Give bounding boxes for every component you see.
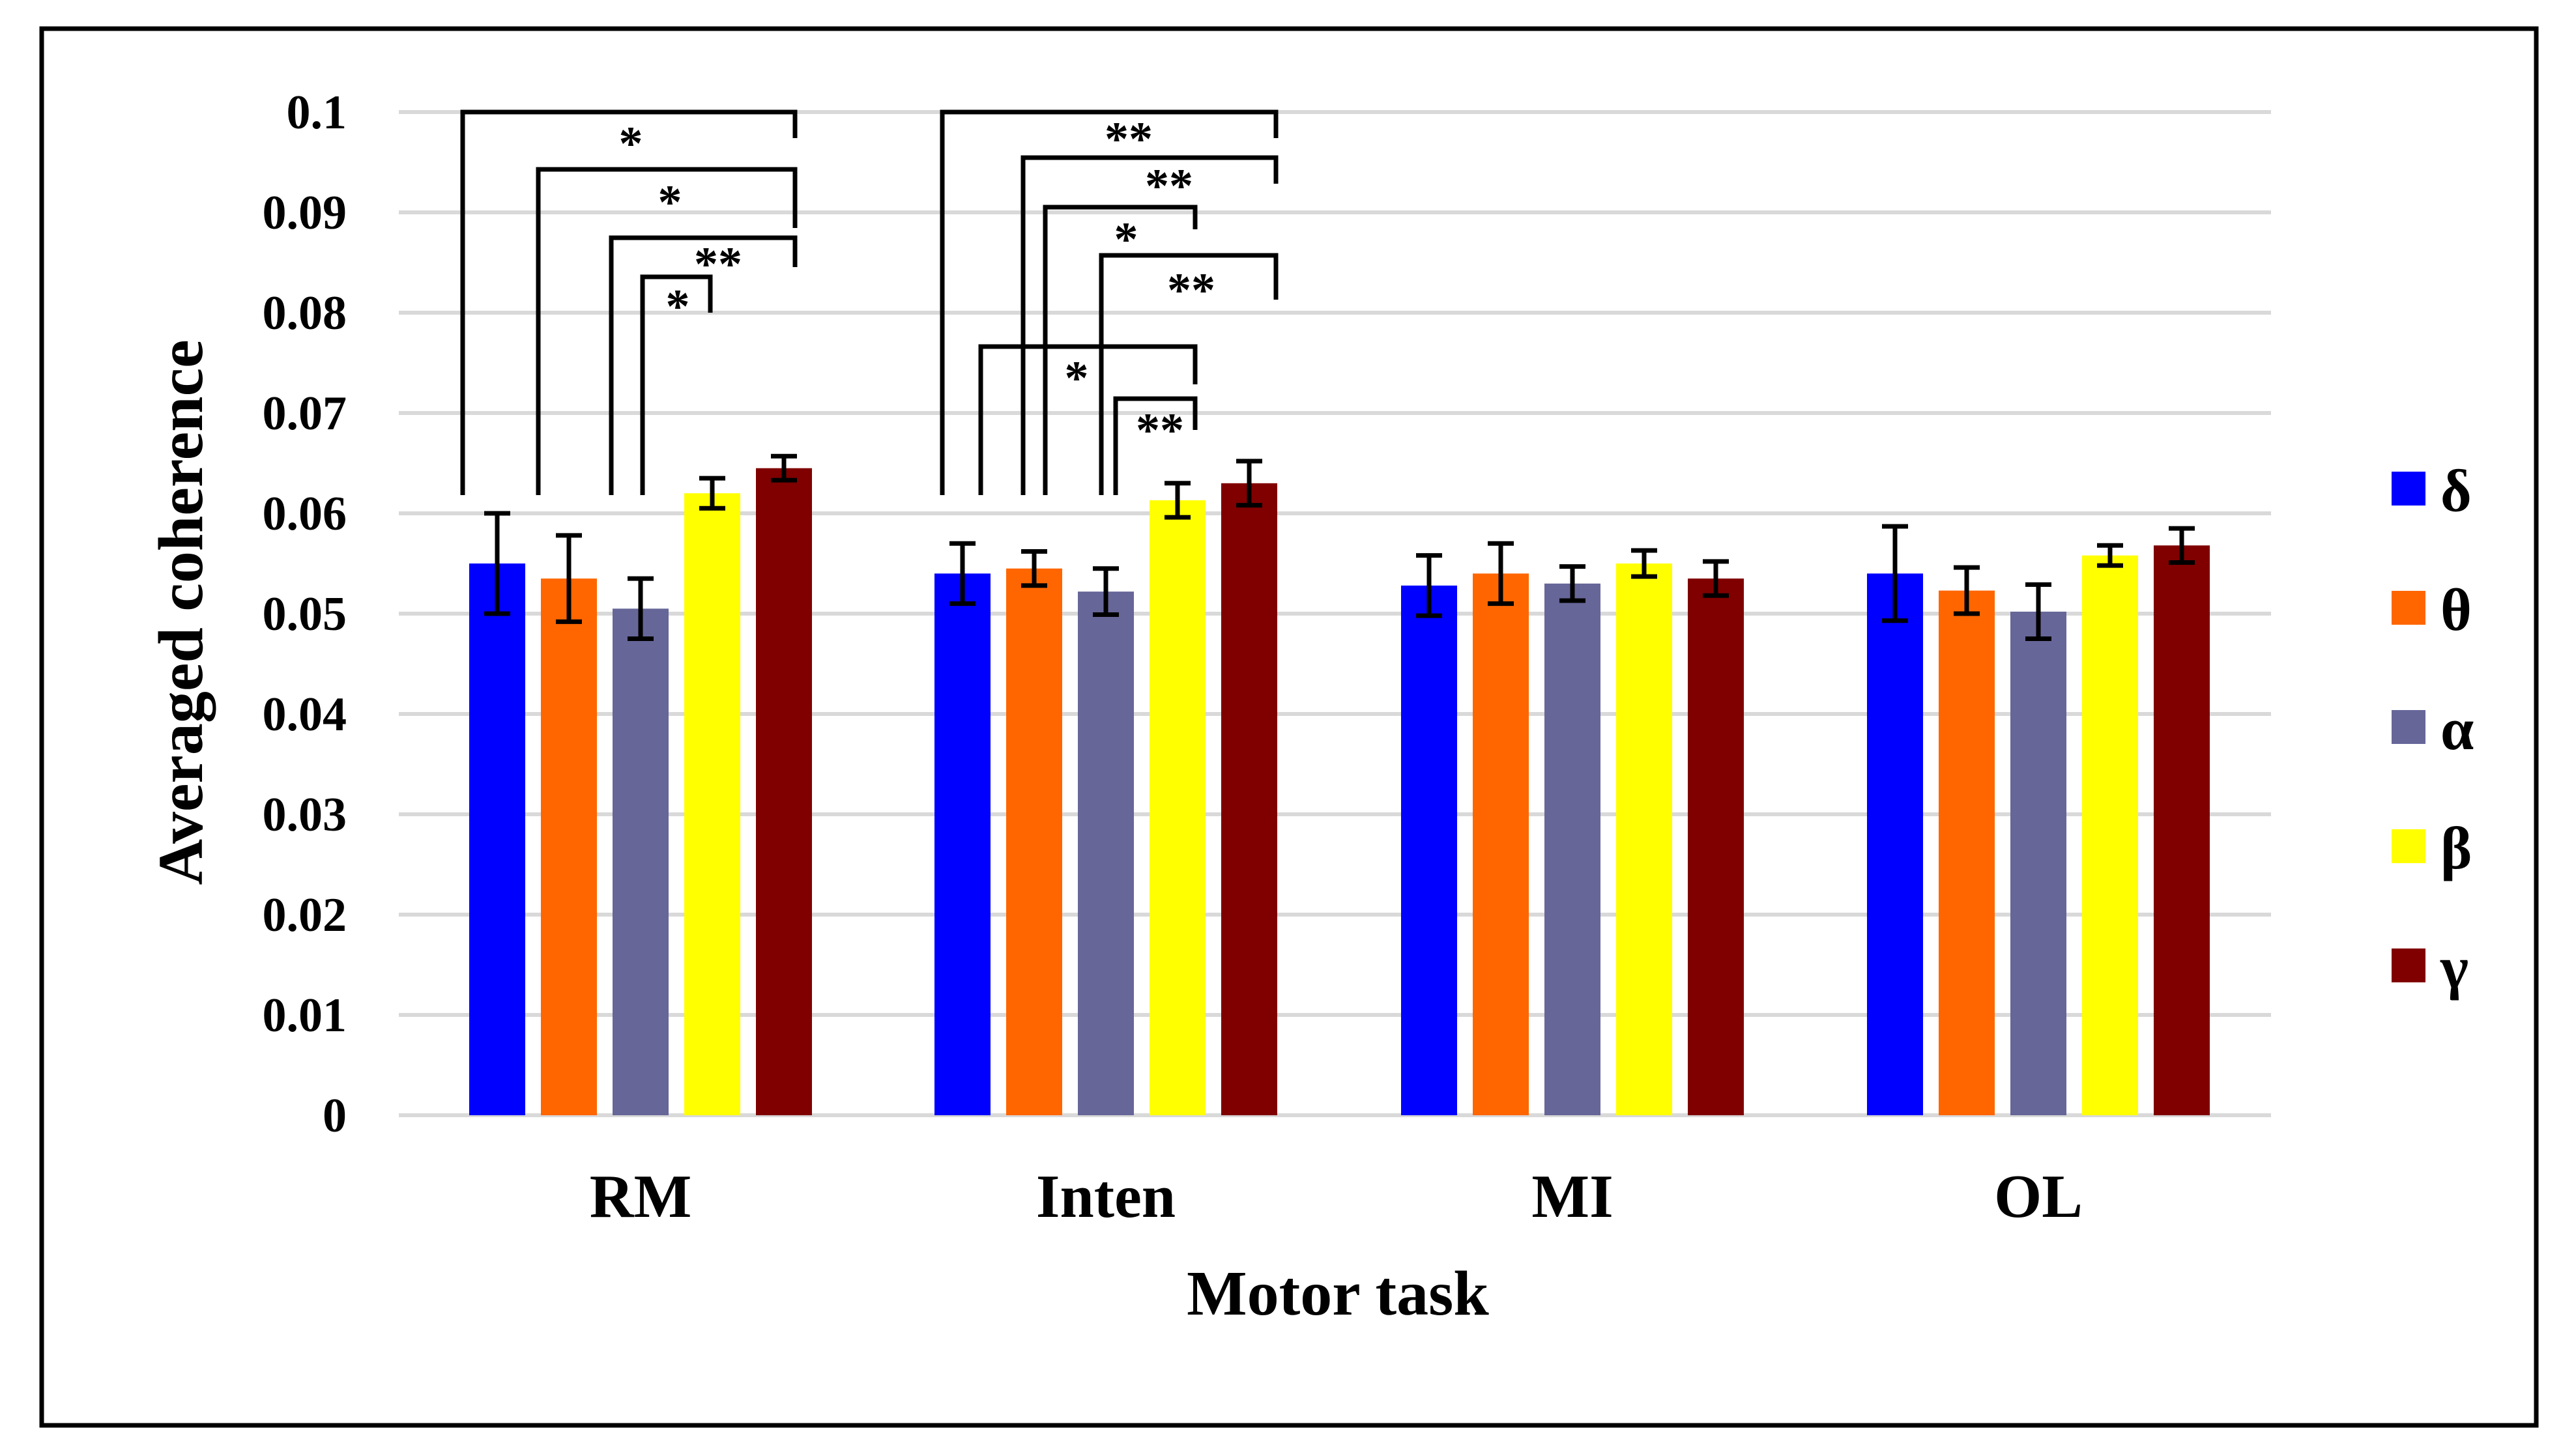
bar	[1221, 483, 1277, 1115]
legend-swatch	[2392, 472, 2425, 506]
bar	[1544, 583, 1600, 1115]
y-tick-label: 0.1	[287, 86, 347, 139]
significance-bracket	[940, 109, 1279, 495]
significance-label: *	[619, 117, 643, 171]
legend-label: γ	[2440, 934, 2468, 1001]
error-bars	[484, 453, 2195, 641]
significance-bracket	[1043, 205, 1198, 495]
y-tick-label: 0.05	[263, 588, 347, 641]
y-tick-label: 0.04	[263, 688, 347, 741]
bar	[1078, 592, 1134, 1115]
legend-label: θ	[2440, 577, 2472, 643]
bar	[1616, 563, 1672, 1115]
significance-label: **	[694, 238, 742, 291]
y-tick-label: 0	[323, 1089, 347, 1143]
bar	[934, 573, 991, 1115]
x-category-label: RM	[590, 1163, 692, 1231]
significance-label: *	[666, 280, 690, 334]
x-axis-title: Motor task	[1187, 1259, 1489, 1329]
significance-label: **	[1145, 160, 1193, 213]
bar	[1150, 500, 1206, 1115]
x-category-label: Inten	[1036, 1163, 1176, 1231]
y-tick-label: 0.06	[263, 487, 347, 541]
legend-swatch	[2392, 591, 2425, 625]
bar	[2010, 611, 2066, 1115]
significance-bracket	[640, 274, 713, 495]
significance-label: *	[658, 176, 682, 229]
bar	[1867, 573, 1923, 1115]
legend-label: δ	[2440, 457, 2472, 524]
bar	[2082, 555, 2138, 1115]
y-tick-label: 0.03	[263, 788, 347, 842]
legend-swatch	[2392, 948, 2425, 982]
legend-label: β	[2440, 815, 2472, 881]
legend-label: α	[2440, 696, 2474, 762]
bars	[469, 468, 2210, 1115]
significance-bracket	[1020, 155, 1279, 495]
bar	[1473, 573, 1529, 1115]
y-axis-ticks: 0 0.01 0.02 0.03 0.04 0.05 0.06 0.07 0.08 0.09 0.1	[263, 86, 347, 1143]
significance-bracket	[536, 167, 798, 495]
bar	[541, 578, 597, 1115]
bar	[1006, 568, 1062, 1115]
legend-swatch	[2392, 829, 2425, 863]
bar	[2154, 545, 2210, 1115]
legend-swatch	[2392, 710, 2425, 744]
y-tick-label: 0.01	[263, 989, 347, 1042]
x-category-label: MI	[1531, 1163, 1613, 1231]
y-tick-label: 0.07	[263, 387, 347, 440]
significance-brackets: ***************	[460, 109, 1279, 495]
significance-label: *	[1114, 213, 1138, 266]
bar	[684, 493, 740, 1115]
significance-label: **	[1167, 264, 1215, 317]
significance-bracket	[1099, 253, 1279, 495]
bar	[756, 468, 812, 1115]
bar	[1401, 585, 1457, 1115]
y-tick-label: 0.02	[263, 889, 347, 942]
bar	[1939, 590, 1995, 1115]
x-category-label: OL	[1994, 1163, 2083, 1231]
significance-bracket	[1113, 396, 1198, 495]
bar	[613, 608, 669, 1115]
y-axis-title: Averaged coherence	[146, 339, 216, 885]
significance-label: **	[1136, 404, 1184, 457]
significance-bracket	[609, 235, 798, 495]
x-axis-categories: RM Inten MI OL	[590, 1163, 2083, 1231]
significance-label: *	[1065, 352, 1089, 405]
y-tick-label: 0.08	[263, 287, 347, 340]
significance-bracket	[460, 109, 798, 495]
bar	[469, 563, 525, 1115]
y-tick-label: 0.09	[263, 186, 347, 240]
significance-bracket	[978, 344, 1198, 495]
bar	[1688, 578, 1744, 1115]
